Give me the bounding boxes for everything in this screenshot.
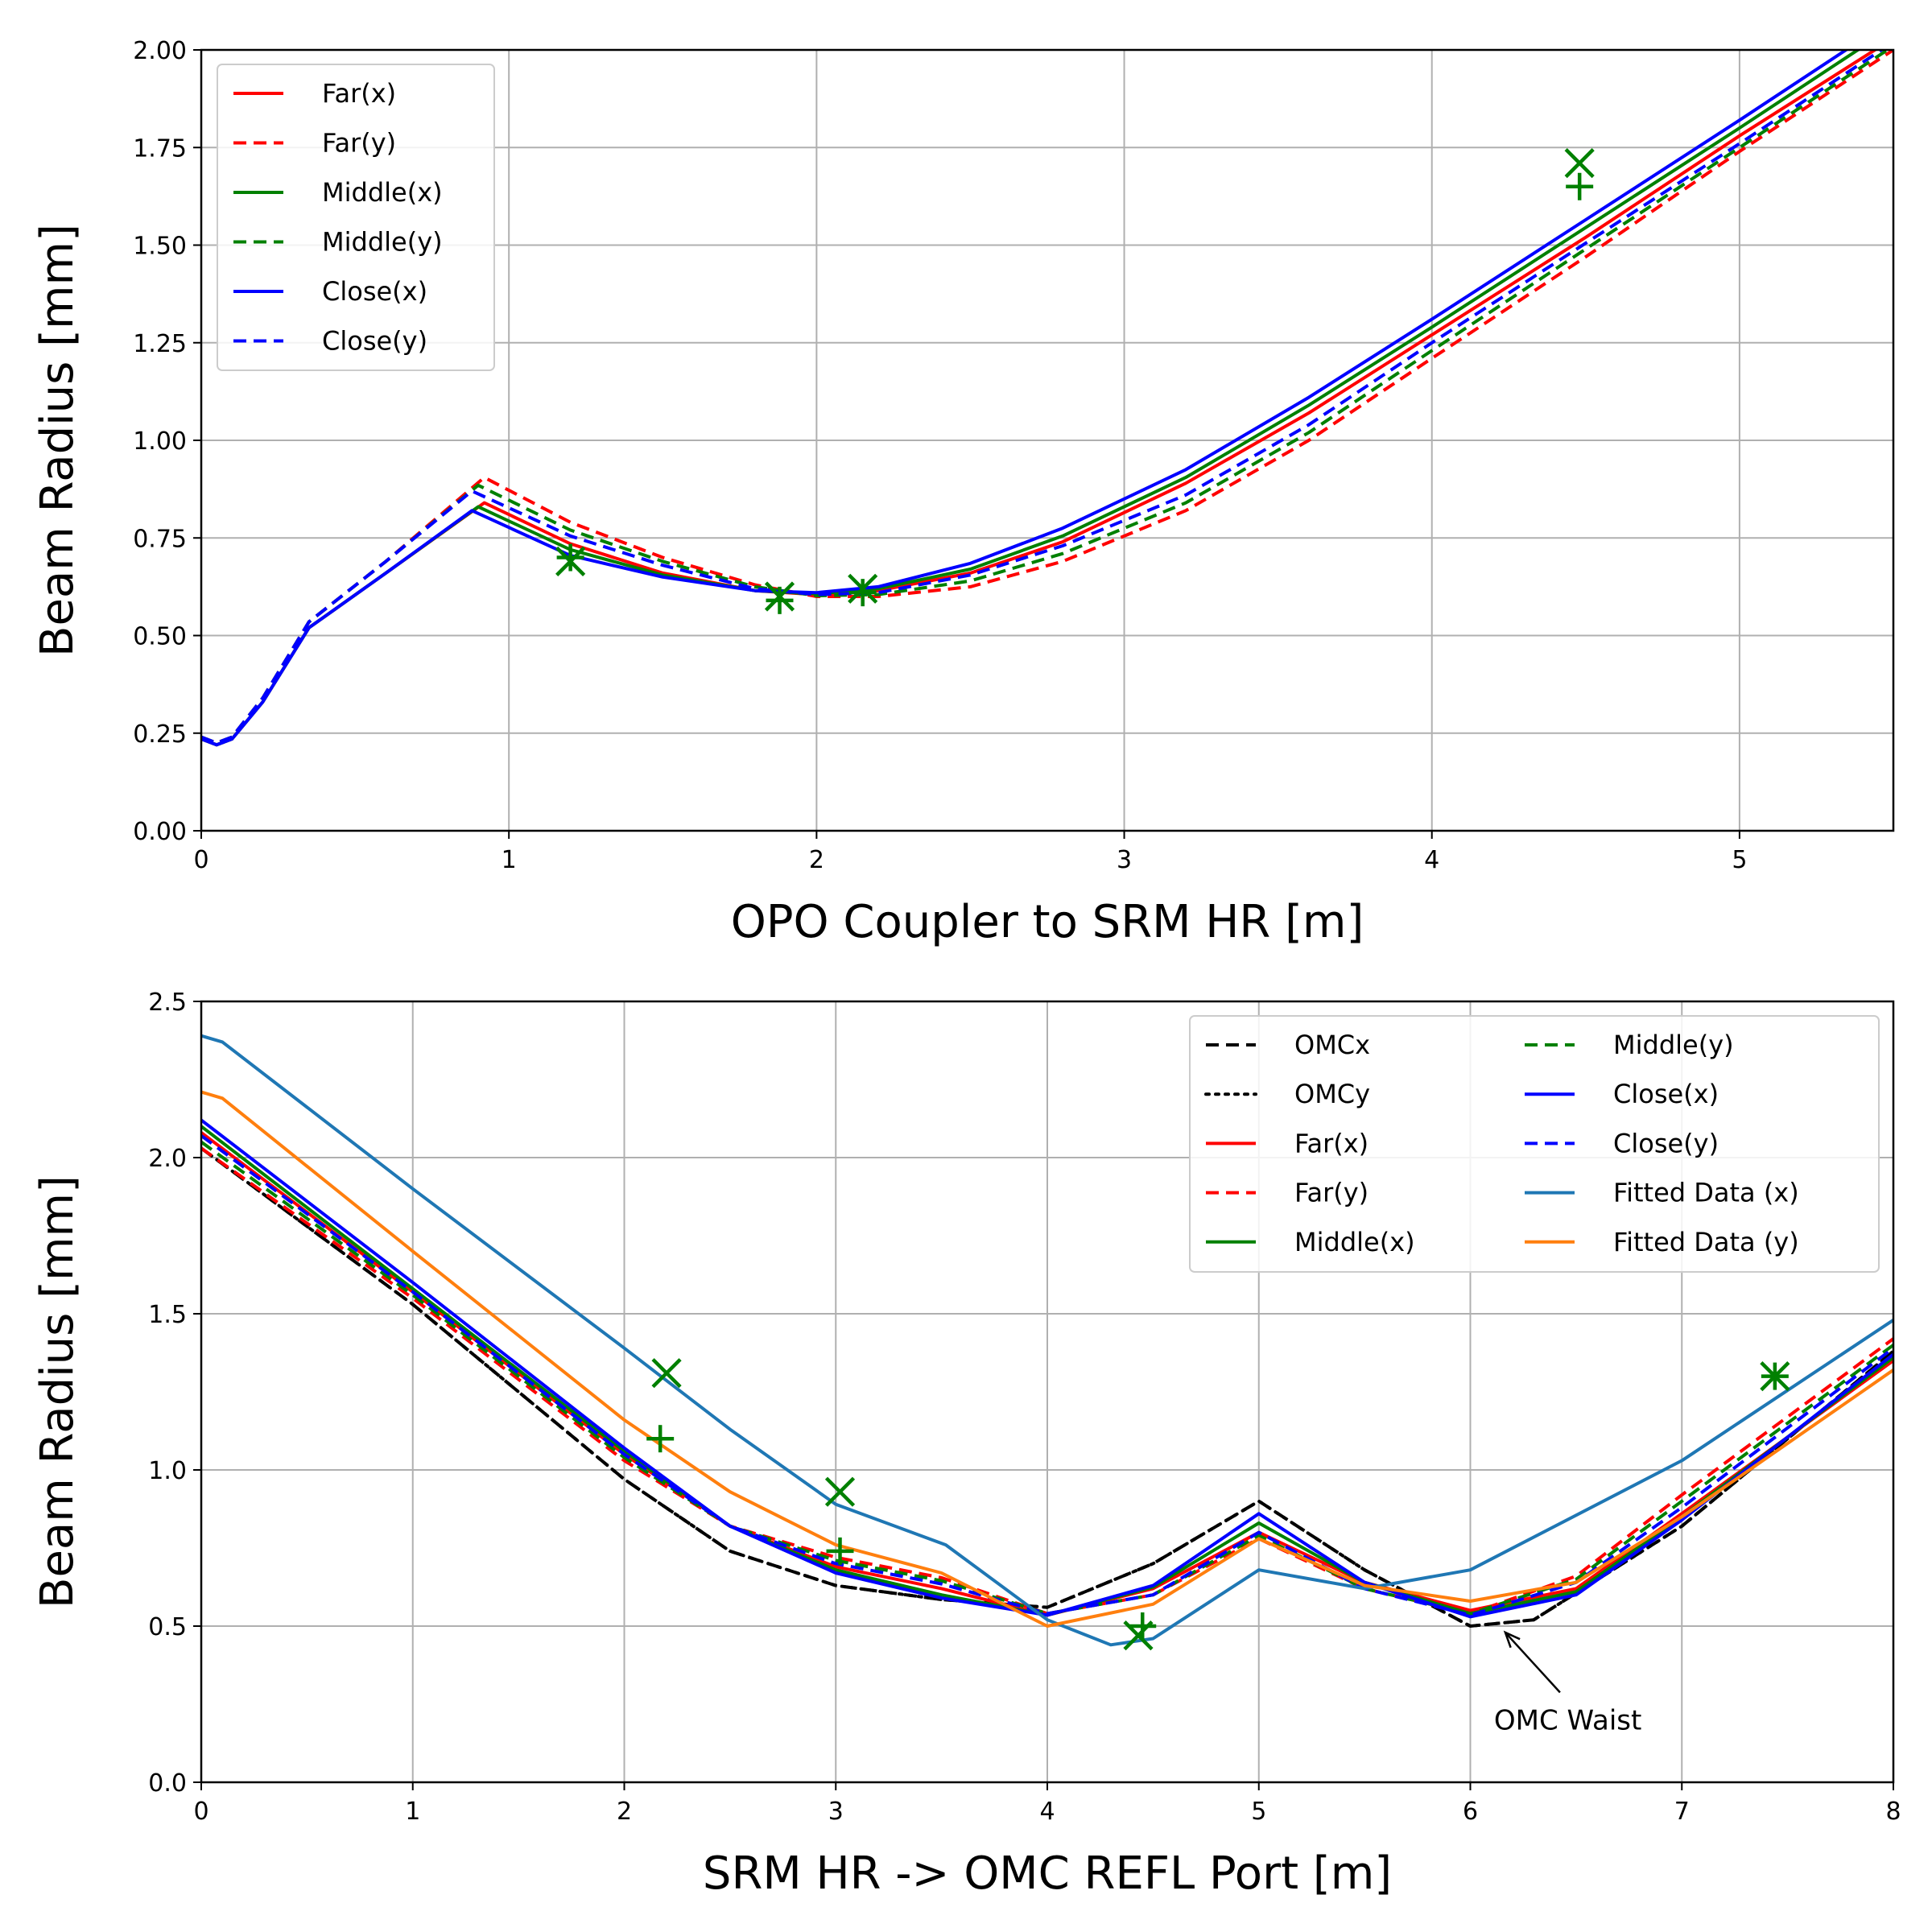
plus-marker-3 xyxy=(1566,172,1594,200)
y-tick-label: 1.50 xyxy=(133,233,187,261)
y-tick-label: 0.0 xyxy=(148,1769,187,1798)
legend-entry: OMCx xyxy=(1294,1030,1370,1060)
y-axis-label: Beam Radius [mm] xyxy=(31,1175,84,1608)
plus-marker-1 xyxy=(766,586,794,614)
legend-entry: Close(y) xyxy=(322,326,427,357)
x-tick-label: 1 xyxy=(405,1798,420,1826)
series-line-8 xyxy=(201,1034,1893,1647)
legend-entry: Close(y) xyxy=(1613,1128,1719,1158)
annotation-label: OMC Waist xyxy=(1494,1704,1641,1736)
legend: OMCx OMCy Far(x) Far(y) Middle(x) Middle(y) Cl… xyxy=(1189,1015,1880,1273)
x-tick-label: 7 xyxy=(1674,1798,1690,1826)
y-tick-label: 0.00 xyxy=(133,818,187,846)
legend-entry: Middle(x) xyxy=(1294,1227,1415,1257)
series-line-9 xyxy=(201,1090,1893,1628)
series-line-6 xyxy=(201,1118,1893,1619)
y-tick-label: 2.0 xyxy=(148,1145,187,1173)
x-tick-label: 8 xyxy=(1885,1798,1901,1826)
legend-entry: Far(y) xyxy=(1294,1178,1368,1208)
y-tick-label: 0.5 xyxy=(148,1613,187,1641)
legend: Far(x) Far(y) Middle(x) Middle(y) Close(x) Cl… xyxy=(217,64,495,371)
annotation-0: OMC Waist xyxy=(1494,1630,1641,1736)
y-tick-label: 0.50 xyxy=(133,623,187,651)
x-axis-label: OPO Coupler to SRM HR [m] xyxy=(731,896,1364,948)
y-axis-label: Beam Radius [mm] xyxy=(31,224,84,657)
y-tick-label: 1.75 xyxy=(133,134,187,163)
plus-marker-2 xyxy=(1129,1612,1157,1640)
chart-1: 0 1 2 3 4 5 0.00 0.25 0.50 0.75 1.00 1.25 1.50 1.75 2.… xyxy=(31,37,1895,948)
x-tick-label: 5 xyxy=(1251,1798,1266,1826)
legend-entry: Close(x) xyxy=(322,276,427,307)
x-marker-0 xyxy=(651,1358,682,1389)
series-line-1 xyxy=(201,1146,1893,1628)
x-tick-label: 0 xyxy=(193,846,208,874)
x-tick-label: 0 xyxy=(193,1798,208,1826)
x-tick-label: 2 xyxy=(617,1798,632,1826)
series-line-7 xyxy=(201,1134,1893,1617)
x-tick-label: 2 xyxy=(809,846,824,874)
x-marker-1 xyxy=(824,1476,856,1507)
x-tick-label: 6 xyxy=(1463,1798,1478,1826)
legend-entry: Far(x) xyxy=(322,78,396,109)
annotation-arrowhead xyxy=(1503,1630,1521,1649)
x-marker-3 xyxy=(1564,148,1595,179)
y-tick-label: 1.25 xyxy=(133,330,187,358)
y-tick-label: 1.00 xyxy=(133,427,187,456)
y-tick-label: 1.5 xyxy=(148,1301,187,1329)
legend-entry: Fitted Data (x) xyxy=(1613,1178,1799,1208)
legend-entry: Middle(y) xyxy=(1613,1030,1734,1060)
x-tick-label: 3 xyxy=(828,1798,844,1826)
plus-marker-3 xyxy=(1761,1362,1789,1390)
legend-entry: Middle(y) xyxy=(322,227,443,258)
plus-marker-1 xyxy=(826,1537,854,1565)
legend-entry: Close(x) xyxy=(1613,1079,1719,1109)
y-tick-label: 2.5 xyxy=(148,989,187,1017)
x-tick-label: 3 xyxy=(1117,846,1132,874)
plot-area xyxy=(201,1034,1893,1647)
y-tick-label: 0.75 xyxy=(133,525,187,553)
y-tick-label: 1.0 xyxy=(148,1457,187,1485)
legend-entry: OMCy xyxy=(1294,1079,1370,1109)
legend-entry: Far(x) xyxy=(1294,1128,1368,1158)
plus-marker-0 xyxy=(646,1425,675,1453)
plus-marker-2 xyxy=(848,579,877,607)
chart-2: OMC Waist 0 1 2 3 4 5 6 7 8 0.0 0.5 1.0 1.5 2.0 2.5 SRM … xyxy=(31,989,1901,1900)
x-tick-label: 4 xyxy=(1039,1798,1055,1826)
y-tick-label: 0.25 xyxy=(133,720,187,749)
legend-entry: Far(y) xyxy=(322,128,396,159)
legend-entry: Fitted Data (y) xyxy=(1613,1227,1799,1257)
x-tick-label: 4 xyxy=(1424,846,1439,874)
y-tick-label: 2.00 xyxy=(133,37,187,65)
plus-marker-0 xyxy=(556,543,584,572)
x-tick-label: 1 xyxy=(502,846,517,874)
legend-box xyxy=(217,64,495,371)
legend-entry: Middle(x) xyxy=(322,177,443,208)
x-tick-label: 5 xyxy=(1732,846,1747,874)
x-axis-label: SRM HR -> OMC REFL Port [m] xyxy=(703,1847,1392,1900)
annotation-arrow xyxy=(1504,1632,1561,1694)
